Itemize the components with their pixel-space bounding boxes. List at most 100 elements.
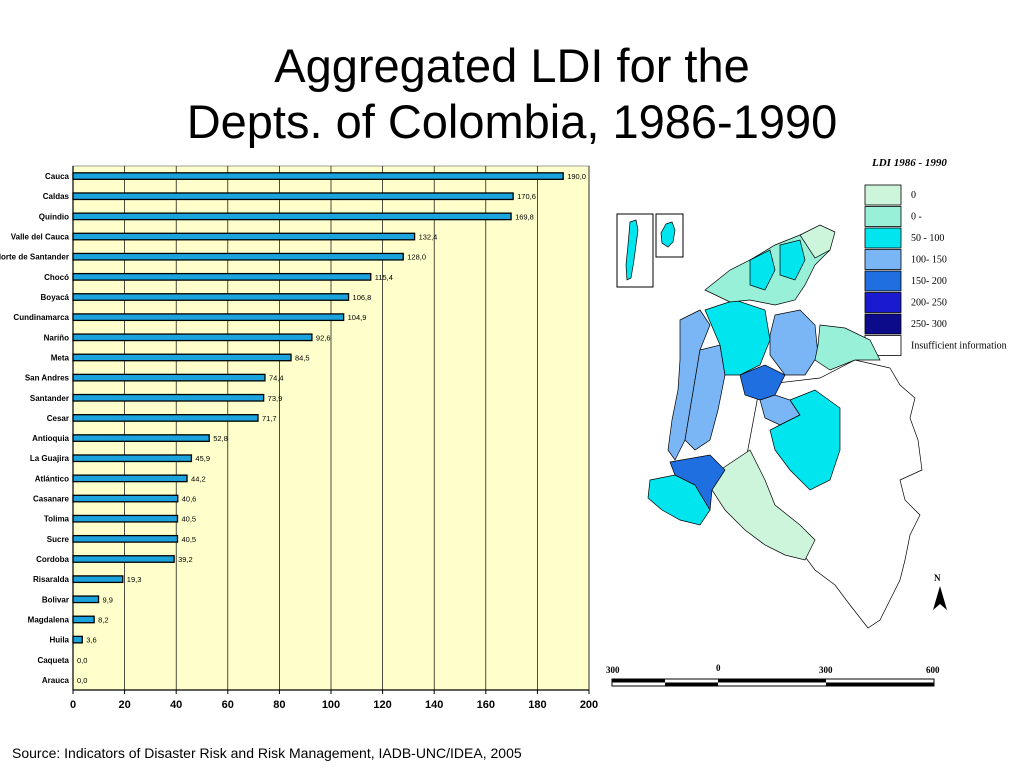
x-tick-label: 160 [477, 699, 495, 711]
legend-swatch [864, 270, 902, 292]
island-insets [616, 213, 684, 288]
map-legend: 0 0 - 50 - 100 100- 150 150- 200 200- 250 250-… [864, 184, 1007, 356]
value-label: 106,8 [353, 293, 372, 302]
category-label: Tolima [44, 515, 70, 524]
value-label: 40,6 [182, 495, 197, 504]
scale-label-1: 0 [716, 663, 721, 673]
value-label: 44,2 [191, 474, 206, 483]
category-labels: Cauca Caldas Quindio Valle del Cauca Norte d… [0, 172, 70, 685]
bar [72, 615, 95, 624]
title-line-1: Aggregated LDI for the [274, 39, 750, 92]
value-label: 45,9 [195, 454, 210, 463]
colombia-map [647, 224, 923, 629]
value-label: 0,0 [77, 656, 87, 665]
category-label: Norte de Santander [0, 253, 69, 262]
value-label: 71,7 [262, 414, 277, 423]
category-label: Quindio [39, 212, 69, 221]
x-tick-label: 120 [373, 699, 391, 711]
value-label: 9,9 [103, 595, 113, 604]
bar [72, 474, 188, 483]
value-label: 128,0 [407, 253, 426, 262]
ldi-bar-chart: Cauca Caldas Quindio Valle del Cauca Norte d… [0, 165, 598, 711]
x-tick-label: 140 [425, 699, 443, 711]
legend-label: 150- 200 [911, 276, 947, 287]
bar [72, 454, 193, 463]
value-label: 190,0 [567, 172, 586, 181]
legend-label: 50 - 100 [911, 233, 944, 244]
category-label: Cundinamarca [13, 313, 69, 322]
category-label: Chocó [44, 273, 69, 282]
bar [72, 534, 179, 543]
category-label: Bolivar [42, 595, 69, 604]
x-tick-label: 180 [528, 699, 546, 711]
bar [72, 232, 416, 241]
x-tick-label: 20 [118, 699, 130, 711]
category-label: Magdalena [28, 615, 70, 624]
legend-swatch [864, 313, 902, 335]
category-label: Antioquia [32, 434, 69, 443]
scale-bar: 300 0 300 600 [606, 663, 940, 687]
value-label: 132,4 [419, 233, 438, 242]
value-label: 52,8 [213, 434, 228, 443]
ldi-map-panel: LDI 1986 - 1990 0 0 - 50 - 100 100- 150 150-… [606, 157, 1007, 687]
bars [72, 172, 564, 644]
x-tick-label: 100 [322, 699, 340, 711]
value-labels: 190,0 170,6 169,8 132,4 128,0 115,4 106,8 104,9… [77, 172, 586, 685]
legend-label: 0 [911, 190, 916, 201]
bar [72, 172, 564, 180]
scale-label-2: 300 [819, 665, 833, 675]
bar [72, 212, 512, 221]
bar [72, 434, 210, 442]
category-label: Meta [51, 353, 70, 362]
value-label: 74,4 [269, 374, 284, 383]
bar [72, 313, 345, 322]
category-label: Boyacá [41, 293, 70, 302]
category-label: Risaralda [33, 575, 70, 584]
title-line-2: Depts. of Colombia, 1986-1990 [186, 95, 838, 148]
bar [72, 555, 175, 563]
value-label: 40,5 [181, 515, 196, 524]
value-label: 40,5 [181, 535, 196, 544]
bar [72, 252, 404, 261]
value-label: 104,9 [348, 313, 367, 322]
legend-label: 100- 150 [911, 255, 947, 266]
category-label: Arauca [42, 676, 70, 685]
value-label: 73,9 [268, 394, 283, 403]
bar [72, 293, 350, 301]
x-tick-label: 80 [273, 699, 285, 711]
bar [72, 272, 372, 281]
category-label: Caqueta [37, 656, 69, 665]
category-label: Casanare [33, 495, 70, 504]
legend-label: 250- 300 [911, 319, 947, 330]
legend-label: 200- 250 [911, 298, 947, 309]
category-label: Huila [49, 636, 69, 645]
value-label: 19,3 [127, 575, 142, 584]
source-note: Source: Indicators of Disaster Risk and … [12, 745, 522, 761]
x-tick-label: 60 [222, 699, 234, 711]
bar [72, 635, 83, 644]
bar [72, 414, 259, 422]
x-tick-label: 0 [70, 699, 76, 711]
value-label: 169,8 [515, 212, 534, 221]
value-label: 92,6 [316, 333, 331, 342]
legend-label: Insufficient information [911, 341, 1007, 352]
bar [72, 333, 313, 342]
bar [72, 353, 292, 362]
scale-label-3: 600 [926, 665, 940, 675]
x-tick-label: 40 [170, 699, 182, 711]
bar [72, 192, 514, 201]
legend-swatch [864, 184, 902, 206]
legend-swatch [864, 206, 902, 227]
bar [72, 373, 266, 382]
north-arrow-icon: N [933, 573, 947, 610]
x-tick-label: 200 [580, 699, 598, 711]
page-title: Aggregated LDI for the Depts. of Colombi… [0, 38, 1024, 150]
x-axis-ticks: 0 20 40 60 80 100 120 140 160 180 200 [70, 689, 598, 711]
north-label: N [934, 573, 941, 583]
legend-swatch [864, 292, 902, 313]
value-label: 0,0 [77, 676, 87, 685]
map-title: LDI 1986 - 1990 [871, 157, 947, 169]
category-label: Valle del Cauca [11, 233, 70, 242]
bar [72, 393, 265, 402]
legend-swatch [864, 227, 902, 249]
